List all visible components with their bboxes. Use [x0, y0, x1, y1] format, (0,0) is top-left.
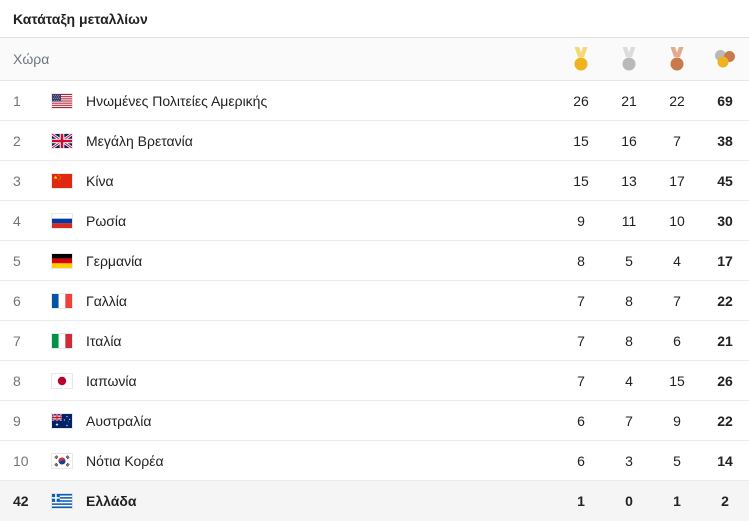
country-name: Ελλάδα [86, 493, 137, 509]
table-row[interactable]: 4 Ρωσία 9 11 10 30 [0, 201, 749, 241]
country-name: Ιταλία [86, 332, 122, 349]
bronze-count: 6 [673, 332, 681, 349]
gold-count: 6 [577, 452, 585, 469]
title-bar: Κατάταξη μεταλλίων [0, 0, 749, 38]
rank: 3 [13, 172, 21, 189]
table-row[interactable]: 9 Αυστ [0, 401, 749, 441]
country-name: Ιαπωνία [86, 372, 137, 389]
germany-flag-icon [52, 253, 72, 268]
rank: 1 [13, 92, 21, 109]
greece-flag-icon [52, 494, 72, 508]
total-count: 26 [717, 372, 733, 389]
total-medals-icon [701, 38, 749, 80]
table-row[interactable]: 3 Κίνα 15 13 17 45 [0, 161, 749, 201]
table-row[interactable]: 10 Νότια Κορέα 6 3 5 14 [0, 441, 749, 481]
silver-medal-icon [605, 38, 653, 80]
gold-count: 8 [577, 252, 585, 269]
rank: 6 [13, 292, 21, 309]
silver-count: 11 [621, 212, 637, 229]
rank: 4 [13, 212, 21, 229]
country-name: Μεγάλη Βρετανία [86, 132, 193, 149]
total-count: 22 [717, 412, 733, 429]
table-row-highlighted[interactable]: 42 Ελλάδα 1 0 1 2 [0, 481, 749, 521]
country-name: Γαλλία [86, 292, 128, 309]
silver-count: 21 [621, 92, 637, 109]
rank: 2 [13, 132, 21, 149]
bronze-count: 7 [673, 292, 681, 309]
silver-count: 13 [621, 172, 637, 189]
table-row[interactable]: 6 Γαλλία 7 8 7 22 [0, 281, 749, 321]
rank: 7 [13, 332, 21, 349]
gold-count: 15 [573, 172, 589, 189]
bronze-count: 9 [673, 412, 681, 429]
total-count: 14 [717, 452, 733, 469]
country-name: Νότια Κορέα [86, 452, 164, 469]
silver-count: 5 [625, 252, 633, 269]
france-flag-icon [52, 293, 72, 308]
country-name: Ηνωμένες Πολιτείες Αμερικής [86, 92, 268, 109]
silver-count: 7 [625, 412, 633, 429]
rank: 5 [13, 252, 21, 269]
total-count: 69 [717, 92, 733, 109]
rank: 9 [13, 412, 21, 429]
silver-count: 8 [625, 292, 633, 309]
uk-flag-icon [52, 133, 72, 148]
bronze-count: 15 [669, 372, 685, 389]
table-row[interactable]: 1 [0, 81, 749, 121]
gold-count: 7 [577, 292, 585, 309]
gold-count: 26 [573, 92, 589, 109]
gold-count: 15 [573, 132, 589, 149]
silver-count: 4 [625, 372, 633, 389]
south-korea-flag-icon [52, 453, 72, 468]
rank: 10 [13, 452, 29, 469]
country-name: Αυστραλία [86, 412, 152, 429]
total-count: 21 [717, 332, 733, 349]
table-row[interactable]: 8 Ιαπωνία 7 4 15 26 [0, 361, 749, 401]
bronze-count: 1 [673, 493, 681, 509]
bronze-count: 5 [673, 452, 681, 469]
china-flag-icon [52, 173, 72, 188]
page-title: Κατάταξη μεταλλίων [13, 10, 148, 27]
australia-flag-icon [52, 413, 72, 428]
russia-flag-icon [52, 213, 72, 228]
table-row[interactable]: 2 Μεγάλη Βρετανία 15 16 7 38 [0, 121, 749, 161]
japan-flag-icon [52, 373, 72, 388]
total-count: 30 [717, 212, 733, 229]
total-count: 45 [717, 172, 733, 189]
rank: 42 [13, 493, 29, 509]
table-header: Χώρα [0, 38, 749, 81]
total-count: 22 [717, 292, 733, 309]
italy-flag-icon [52, 333, 72, 348]
table-row[interactable]: 7 Ιταλία 7 8 6 21 [0, 321, 749, 361]
bronze-count: 10 [669, 212, 685, 229]
rank: 8 [13, 372, 21, 389]
gold-medal-icon [557, 38, 605, 80]
bronze-count: 17 [669, 172, 685, 189]
bronze-count: 7 [673, 132, 681, 149]
total-count: 2 [721, 493, 729, 509]
silver-count: 16 [621, 132, 637, 149]
gold-count: 1 [577, 493, 585, 509]
silver-count: 3 [625, 452, 633, 469]
country-name: Ρωσία [86, 212, 127, 229]
gold-count: 7 [577, 332, 585, 349]
bronze-count: 4 [673, 252, 681, 269]
country-name: Γερμανία [86, 252, 143, 269]
silver-count: 8 [625, 332, 633, 349]
usa-flag-icon [52, 93, 72, 108]
silver-count: 0 [625, 493, 633, 509]
bronze-medal-icon [653, 38, 701, 80]
country-name: Κίνα [86, 172, 114, 189]
country-column-header: Χώρα [13, 51, 50, 67]
table-row[interactable]: 5 Γερμανία 8 5 4 17 [0, 241, 749, 281]
total-count: 38 [717, 132, 733, 149]
gold-count: 7 [577, 372, 585, 389]
gold-count: 6 [577, 412, 585, 429]
total-count: 17 [717, 252, 733, 269]
bronze-count: 22 [669, 92, 685, 109]
gold-count: 9 [577, 212, 585, 229]
